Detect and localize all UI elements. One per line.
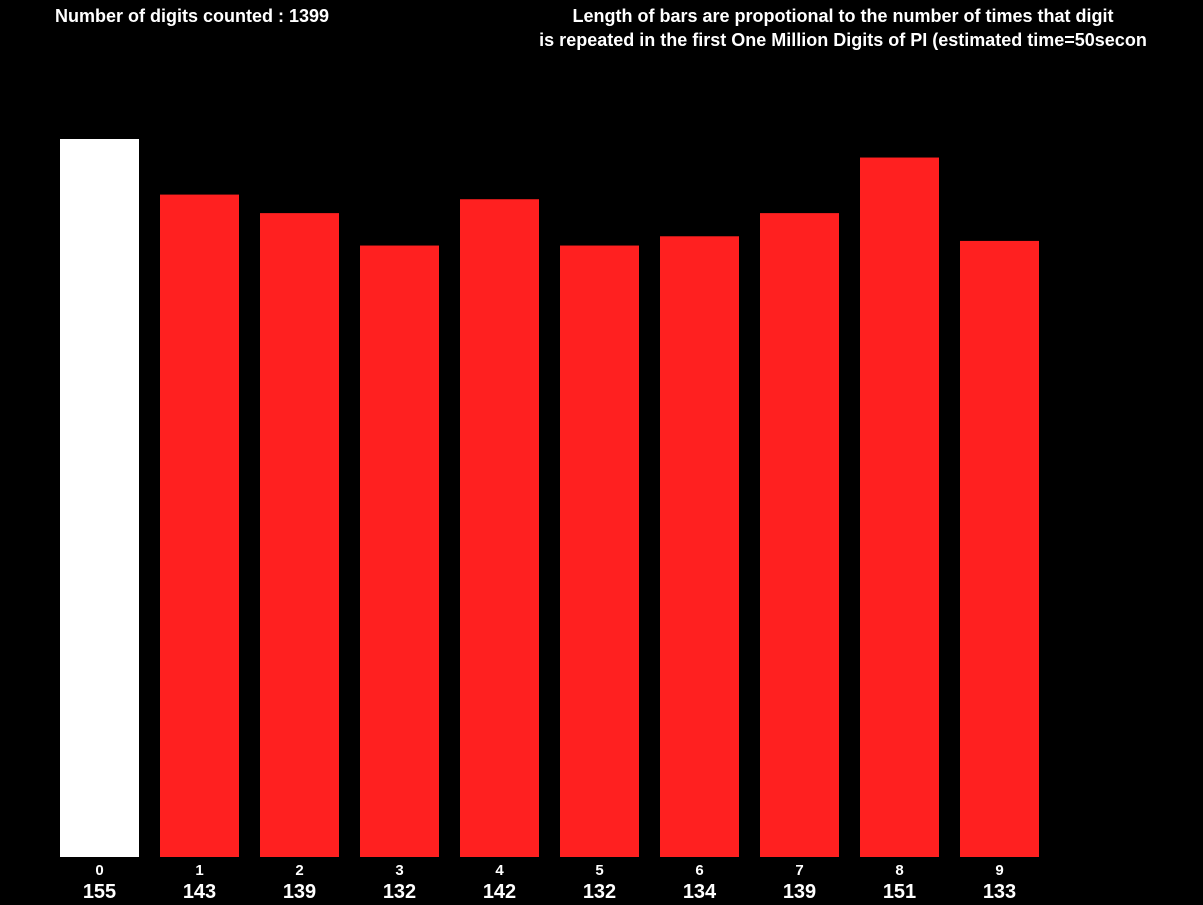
bar bbox=[460, 199, 539, 857]
bar bbox=[160, 194, 239, 857]
bar bbox=[360, 245, 439, 857]
value-label: 142 bbox=[483, 881, 516, 903]
category-label: 5 bbox=[595, 862, 603, 879]
value-label: 151 bbox=[883, 881, 916, 903]
value-label: 139 bbox=[283, 881, 316, 903]
value-label: 133 bbox=[983, 881, 1016, 903]
value-label: 132 bbox=[383, 881, 416, 903]
chart-title: Number of digits counted : 1399 bbox=[55, 6, 329, 26]
value-label: 132 bbox=[583, 881, 616, 903]
bar bbox=[60, 139, 139, 857]
category-label: 1 bbox=[195, 862, 203, 879]
value-label: 155 bbox=[83, 881, 116, 903]
category-label: 2 bbox=[295, 862, 303, 879]
bar bbox=[760, 213, 839, 857]
category-label: 9 bbox=[995, 862, 1003, 879]
chart-subtitle: Length of bars are propotional to the nu… bbox=[572, 6, 1113, 26]
category-label: 6 bbox=[695, 862, 703, 879]
category-label: 0 bbox=[95, 862, 103, 879]
bar bbox=[660, 236, 739, 858]
value-label: 143 bbox=[183, 881, 216, 903]
chart-subtitle: is repeated in the first One Million Dig… bbox=[539, 30, 1147, 50]
value-label: 134 bbox=[683, 881, 717, 903]
category-label: 8 bbox=[895, 862, 903, 879]
bar bbox=[960, 240, 1039, 858]
value-label: 139 bbox=[783, 881, 816, 903]
category-label: 7 bbox=[795, 862, 803, 879]
bar bbox=[860, 157, 939, 857]
bar bbox=[260, 213, 339, 857]
category-label: 4 bbox=[495, 862, 504, 879]
category-label: 3 bbox=[395, 862, 403, 879]
bar bbox=[560, 245, 639, 857]
